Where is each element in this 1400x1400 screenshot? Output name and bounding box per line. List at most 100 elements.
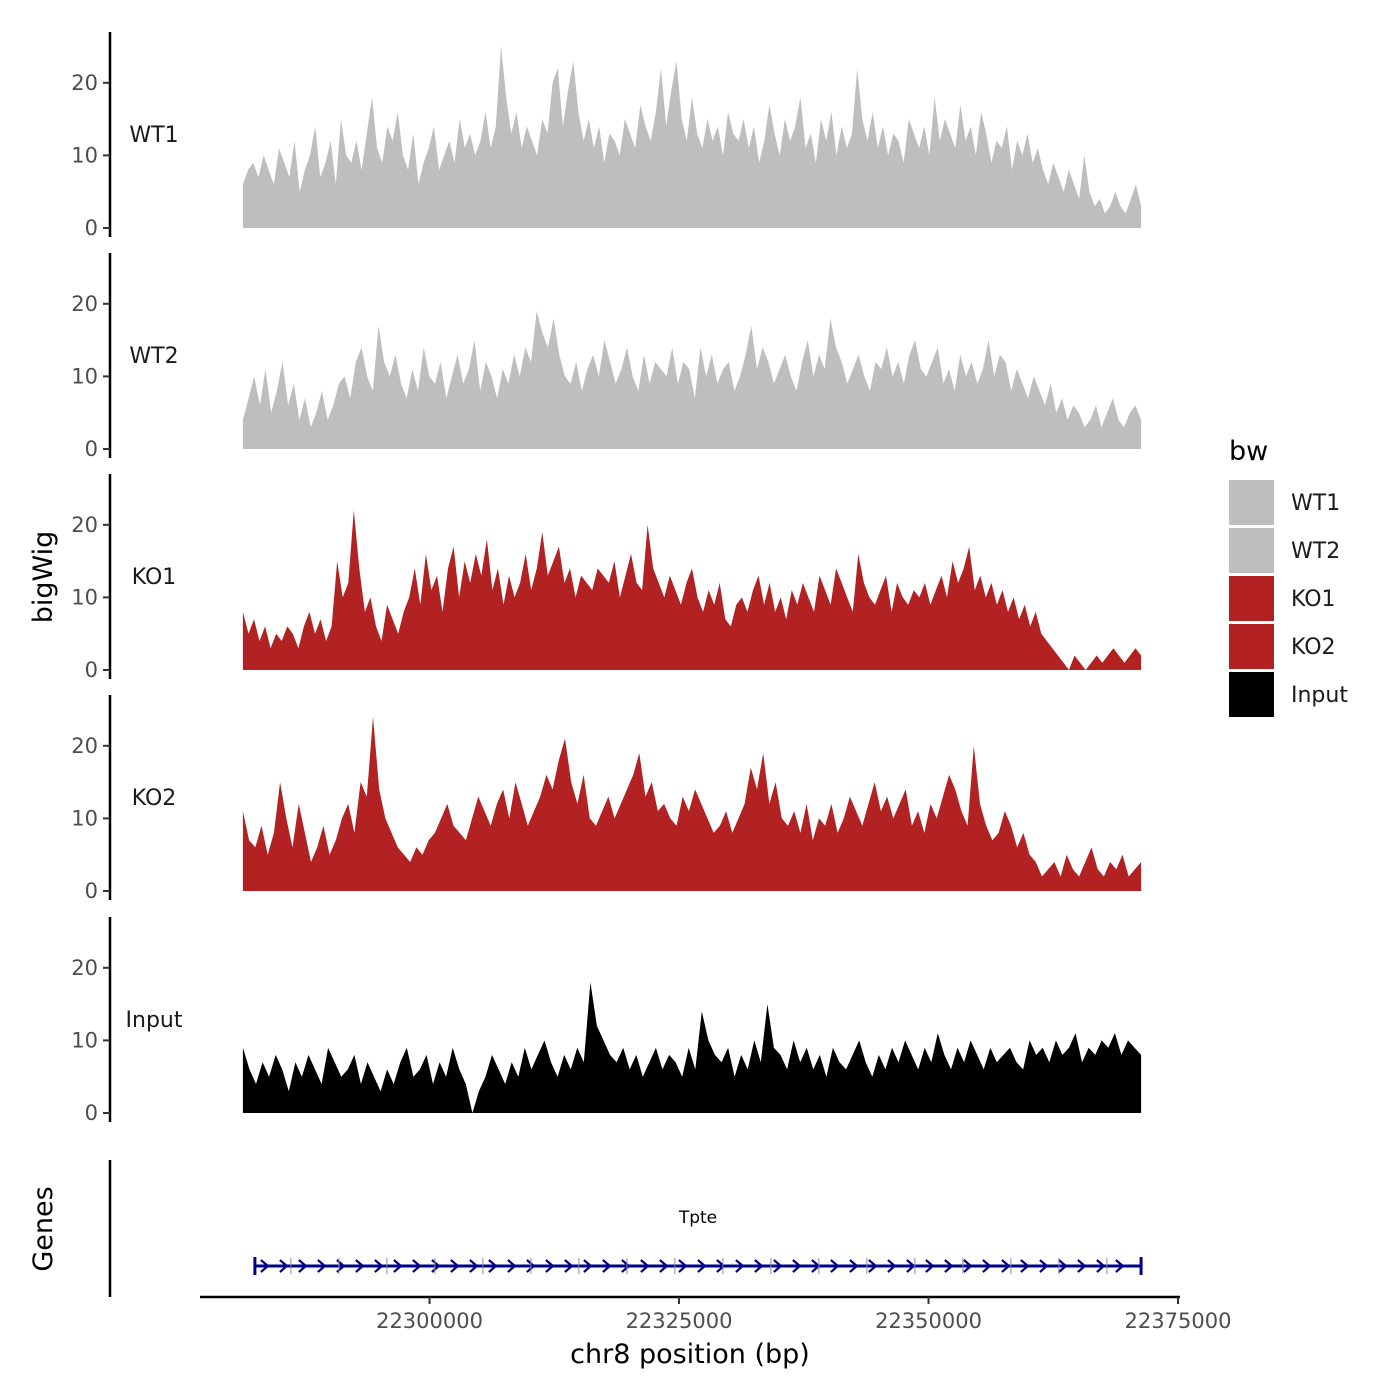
track-label: Input bbox=[126, 1008, 183, 1033]
strand-arrow bbox=[526, 1259, 536, 1273]
signal-area-ko2 bbox=[242, 716, 1142, 891]
strand-arrow bbox=[393, 1259, 403, 1273]
legend-swatch bbox=[1229, 480, 1274, 525]
legend-label: WT2 bbox=[1291, 539, 1340, 564]
legend-swatch bbox=[1229, 528, 1274, 573]
x-tick-label: 22375000 bbox=[1125, 1309, 1232, 1333]
y-tick-label: 20 bbox=[71, 513, 98, 537]
strand-arrow bbox=[355, 1259, 365, 1273]
y-tick-label: 10 bbox=[71, 143, 98, 167]
strand-arrow bbox=[602, 1259, 612, 1273]
strand-arrow bbox=[583, 1259, 593, 1273]
legend: WT1 WT2 KO1 KO2 Input bbox=[1229, 480, 1348, 717]
strand-arrow bbox=[678, 1259, 688, 1273]
y-tick-label: 0 bbox=[85, 879, 98, 903]
y-tick-label: 10 bbox=[71, 364, 98, 388]
strand-arrow bbox=[450, 1259, 460, 1273]
track-ko2: 0 10 20 KO2 bbox=[71, 695, 1142, 903]
strand-arrow bbox=[298, 1259, 308, 1273]
strand-arrow bbox=[792, 1259, 802, 1273]
y-tick-label: 0 bbox=[85, 216, 98, 240]
y-tick-label: 20 bbox=[71, 292, 98, 316]
legend-label: KO2 bbox=[1291, 635, 1336, 660]
strand-arrow bbox=[1020, 1259, 1030, 1273]
legend-label: WT1 bbox=[1291, 491, 1340, 516]
signal-area-input bbox=[242, 982, 1142, 1113]
strand-arrow bbox=[640, 1259, 650, 1273]
legend-label: KO1 bbox=[1291, 587, 1336, 612]
signal-area-wt1 bbox=[242, 46, 1142, 228]
y-tick-label: 10 bbox=[71, 1028, 98, 1052]
gene-label: Tpte bbox=[678, 1208, 717, 1228]
y-axis-title: bigWig bbox=[28, 531, 59, 624]
x-axis-title: chr8 position (bp) bbox=[570, 1339, 810, 1370]
strand-arrow bbox=[469, 1259, 479, 1273]
y-tick-label: 20 bbox=[71, 956, 98, 980]
strand-arrow bbox=[1115, 1259, 1125, 1273]
x-tick-label: 22300000 bbox=[376, 1309, 483, 1333]
strand-arrow bbox=[1096, 1259, 1106, 1273]
x-axis: 22300000 22325000 22350000 22375000 bbox=[200, 1295, 1232, 1333]
legend-label: Input bbox=[1291, 683, 1348, 708]
legend-item-ko2: KO2 bbox=[1229, 624, 1336, 669]
track-wt1: 0 10 20 WT1 bbox=[71, 32, 1142, 240]
strand-arrow bbox=[279, 1259, 289, 1273]
strand-arrow bbox=[1039, 1259, 1049, 1273]
y-tick-label: 20 bbox=[71, 71, 98, 95]
strand-arrow bbox=[887, 1259, 897, 1273]
strand-arrow bbox=[773, 1259, 783, 1273]
strand-arrow bbox=[716, 1259, 726, 1273]
legend-item-wt2: WT2 bbox=[1229, 528, 1340, 573]
strand-arrow bbox=[374, 1259, 384, 1273]
strand-arrow bbox=[963, 1259, 973, 1273]
strand-arrow bbox=[431, 1259, 441, 1273]
signal-area-wt2 bbox=[242, 311, 1142, 449]
gene-track-panel: Tpte bbox=[108, 1160, 1143, 1297]
y-tick-label: 0 bbox=[85, 658, 98, 682]
x-tick-label: 22350000 bbox=[875, 1309, 982, 1333]
legend-item-wt1: WT1 bbox=[1229, 480, 1340, 525]
track-label: WT1 bbox=[129, 123, 178, 148]
track-label: KO1 bbox=[132, 565, 177, 590]
track-label: WT2 bbox=[129, 344, 178, 369]
strand-arrow bbox=[488, 1259, 498, 1273]
track-wt2: 0 10 20 WT2 bbox=[71, 253, 1142, 461]
legend-item-ko1: KO1 bbox=[1229, 576, 1336, 621]
strand-arrow bbox=[1058, 1259, 1068, 1273]
strand-arrow bbox=[412, 1259, 422, 1273]
strand-arrow bbox=[830, 1259, 840, 1273]
strand-arrow bbox=[925, 1259, 935, 1273]
strand-arrow bbox=[754, 1259, 764, 1273]
legend-title: bw bbox=[1229, 436, 1268, 467]
strand-arrow bbox=[982, 1259, 992, 1273]
strand-arrow bbox=[621, 1259, 631, 1273]
gene-axis-title: Genes bbox=[28, 1186, 59, 1271]
x-tick-label: 22325000 bbox=[626, 1309, 733, 1333]
legend-item-input: Input bbox=[1229, 672, 1348, 717]
gene-tpte: Tpte bbox=[253, 1208, 1143, 1275]
strand-arrow bbox=[944, 1259, 954, 1273]
track-ko1: 0 10 20 KO1 bbox=[71, 474, 1142, 682]
strand-arrow bbox=[507, 1259, 517, 1273]
strand-arrow bbox=[317, 1259, 327, 1273]
strand-arrow bbox=[1077, 1259, 1087, 1273]
y-tick-label: 0 bbox=[85, 1101, 98, 1125]
legend-swatch bbox=[1229, 624, 1274, 669]
y-tick-label: 0 bbox=[85, 437, 98, 461]
y-tick-label: 10 bbox=[71, 806, 98, 830]
strand-arrow bbox=[564, 1259, 574, 1273]
strand-arrow bbox=[659, 1259, 669, 1273]
strand-arrow bbox=[906, 1259, 916, 1273]
strand-arrow bbox=[1001, 1259, 1011, 1273]
bigwig-tracks: 0 10 20 WT1 0 10 20 WT2 0 10 20 KO1 0 10 20 KO2 0 10 20 Inp… bbox=[71, 32, 1142, 1125]
strand-arrow bbox=[545, 1259, 555, 1273]
strand-arrow bbox=[735, 1259, 745, 1273]
strand-arrow bbox=[849, 1259, 859, 1273]
legend-swatch bbox=[1229, 672, 1274, 717]
track-label: KO2 bbox=[132, 786, 177, 811]
y-tick-label: 20 bbox=[71, 734, 98, 758]
strand-arrow bbox=[260, 1259, 270, 1273]
track-input: 0 10 20 Input bbox=[71, 917, 1142, 1125]
y-tick-label: 10 bbox=[71, 585, 98, 609]
